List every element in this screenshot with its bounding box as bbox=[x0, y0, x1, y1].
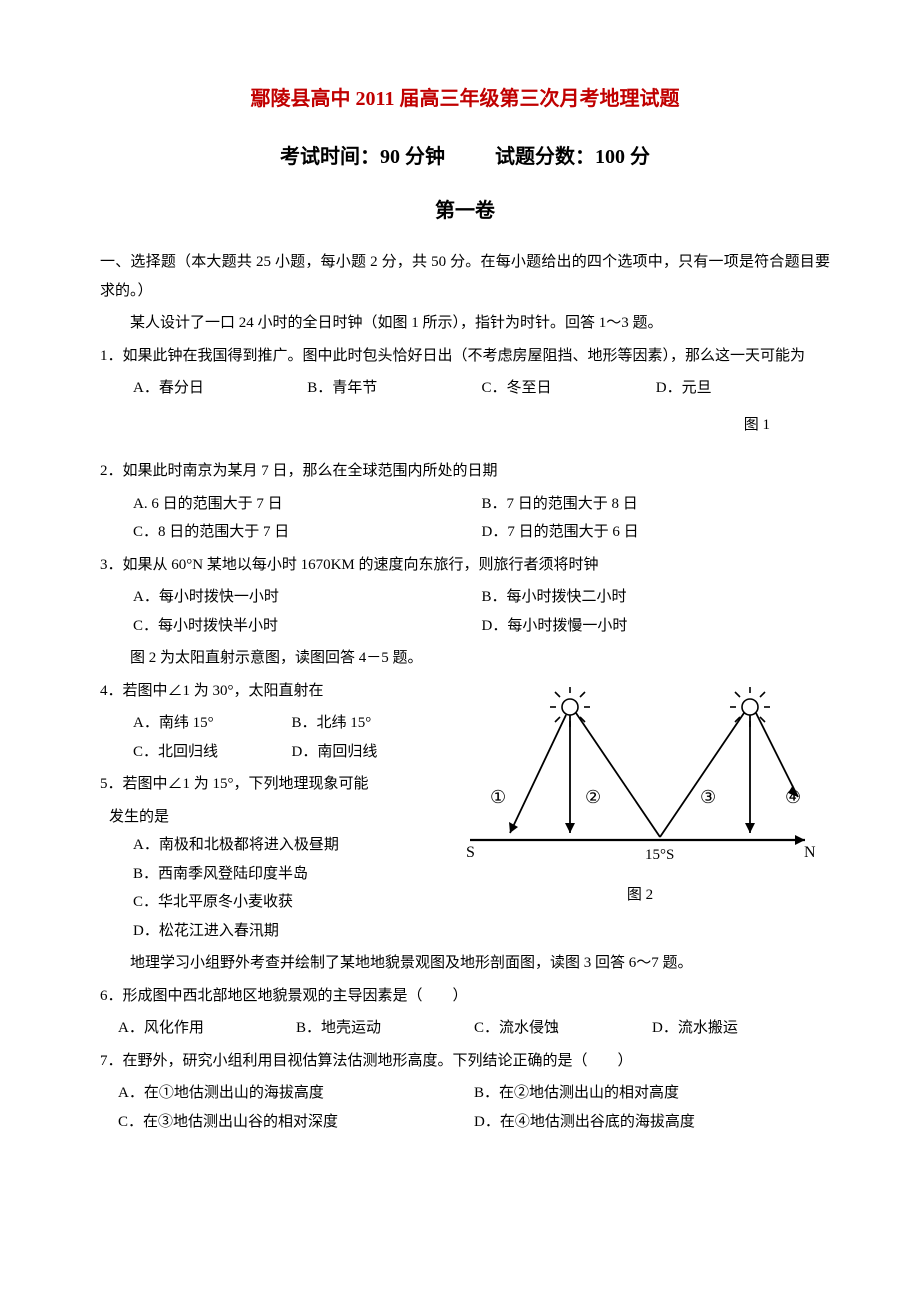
q3-opt-a: A．每小时拨快一小时 bbox=[133, 583, 482, 612]
q1-opt-c: C．冬至日 bbox=[482, 374, 656, 403]
q4-opt-c: C．北回归线 bbox=[133, 738, 292, 767]
q3-options: A．每小时拨快一小时 B．每小时拨快二小时 C．每小时拨快半小时 D．每小时拨慢… bbox=[100, 583, 830, 640]
q5-opt-a: A．南极和北极都将进入极昼期 bbox=[133, 831, 450, 860]
passage-3: 地理学习小组野外考查并绘制了某地地貌景观图及地形剖面图，读图 3 回答 6～7 … bbox=[100, 949, 830, 978]
q6-options: A．风化作用 B．地壳运动 C．流水侵蚀 D．流水搬运 bbox=[100, 1014, 830, 1043]
q7-opt-c: C．在③地估测出山谷的相对深度 bbox=[118, 1108, 474, 1137]
fig2-label-n: N bbox=[804, 844, 816, 861]
q6-opt-c: C．流水侵蚀 bbox=[474, 1014, 652, 1043]
q5-stem: 5．若图中∠1 为 15°，下列地理现象可能 bbox=[100, 770, 450, 799]
q1-stem: 1．如果此钟在我国得到推广。图中此时包头恰好日出（不考虑房屋阻挡、地形等因素），… bbox=[100, 342, 830, 371]
exam-title: 鄢陵县高中 2011 届高三年级第三次月考地理试题 bbox=[100, 80, 830, 118]
section-heading: 一、选择题（本大题共 25 小题，每小题 2 分，共 50 分。在每小题给出的四… bbox=[100, 248, 830, 305]
q2-opt-a: A. 6 日的范围大于 7 日 bbox=[133, 490, 482, 519]
exam-score: 试题分数：100 分 bbox=[495, 146, 650, 168]
q4-stem: 4．若图中∠1 为 30°，太阳直射在 bbox=[100, 677, 450, 706]
q6-stem: 6．形成图中西北部地区地貌景观的主导因素是（ ） bbox=[100, 982, 830, 1011]
q7-stem: 7．在野外，研究小组利用目视估算法估测地形高度。下列结论正确的是（ ） bbox=[100, 1047, 830, 1076]
q6-opt-b: B．地壳运动 bbox=[296, 1014, 474, 1043]
q4-opt-b: B．北纬 15° bbox=[292, 709, 451, 738]
passage-2: 图 2 为太阳直射示意图，读图回答 4－5 题。 bbox=[100, 644, 830, 673]
q6-opt-a: A．风化作用 bbox=[118, 1014, 296, 1043]
q7-opt-a: A．在①地估测出山的海拔高度 bbox=[118, 1079, 474, 1108]
q2-options: A. 6 日的范围大于 7 日 B．7 日的范围大于 8 日 C．8 日的范围大… bbox=[100, 490, 830, 547]
q2-stem: 2．如果此时南京为某月 7 日，那么在全球范围内所处的日期 bbox=[100, 457, 830, 486]
fig2-label-center: 15°S bbox=[645, 847, 674, 863]
q5-options: A．南极和北极都将进入极昼期 B．西南季风登陆印度半岛 C．华北平原冬小麦收获 … bbox=[100, 831, 450, 945]
q4-options: A．南纬 15° B．北纬 15° C．北回归线 D．南回归线 bbox=[100, 709, 450, 766]
q4-opt-a: A．南纬 15° bbox=[133, 709, 292, 738]
q2-opt-d: D．7 日的范围大于 6 日 bbox=[482, 518, 831, 547]
q1-opt-b: B．青年节 bbox=[307, 374, 481, 403]
figure-2-label: 图 2 bbox=[450, 881, 830, 910]
q7-opt-d: D．在④地估测出谷底的海拔高度 bbox=[474, 1108, 830, 1137]
q1-options: A．春分日 B．青年节 C．冬至日 D．元旦 bbox=[100, 374, 830, 403]
q1-opt-a: A．春分日 bbox=[133, 374, 307, 403]
fig2-label-2: ② bbox=[585, 787, 601, 807]
q4-opt-d: D．南回归线 bbox=[292, 738, 451, 767]
q6-opt-d: D．流水搬运 bbox=[652, 1014, 830, 1043]
q2-opt-b: B．7 日的范围大于 8 日 bbox=[482, 490, 831, 519]
figure-1-label: 图 1 bbox=[744, 411, 770, 440]
q7-opt-b: B．在②地估测出山的相对高度 bbox=[474, 1079, 830, 1108]
volume-label: 第一卷 bbox=[100, 192, 830, 230]
q2-opt-c: C．8 日的范围大于 7 日 bbox=[133, 518, 482, 547]
fig2-label-3: ③ bbox=[700, 787, 716, 807]
exam-meta: 考试时间：90 分钟 试题分数：100 分 bbox=[100, 138, 830, 176]
q5-stem2: 发生的是 bbox=[109, 803, 450, 832]
q3-opt-c: C．每小时拨快半小时 bbox=[133, 612, 482, 641]
q1-opt-d: D．元旦 bbox=[656, 374, 830, 403]
figure-2-svg: S N 15°S bbox=[460, 685, 820, 875]
q3-stem: 3．如果从 60°N 某地以每小时 1670KM 的速度向东旅行，则旅行者须将时… bbox=[100, 551, 830, 580]
q5-opt-d: D．松花江进入春汛期 bbox=[133, 917, 450, 946]
q3-opt-d: D．每小时拨慢一小时 bbox=[482, 612, 831, 641]
fig2-label-1: ① bbox=[490, 787, 506, 807]
fig2-label-s: S bbox=[466, 844, 475, 861]
q5-opt-c: C．华北平原冬小麦收获 bbox=[133, 888, 450, 917]
q7-options: A．在①地估测出山的海拔高度 B．在②地估测出山的相对高度 C．在③地估测出山谷… bbox=[100, 1079, 830, 1136]
figure-2: S N 15°S bbox=[450, 677, 830, 910]
q3-opt-b: B．每小时拨快二小时 bbox=[482, 583, 831, 612]
exam-time: 考试时间：90 分钟 bbox=[280, 146, 445, 168]
q5-opt-b: B．西南季风登陆印度半岛 bbox=[133, 860, 450, 889]
fig2-label-4: ④ bbox=[785, 787, 801, 807]
passage-1: 某人设计了一口 24 小时的全日时钟（如图 1 所示），指针为时针。回答 1～3… bbox=[100, 309, 830, 338]
